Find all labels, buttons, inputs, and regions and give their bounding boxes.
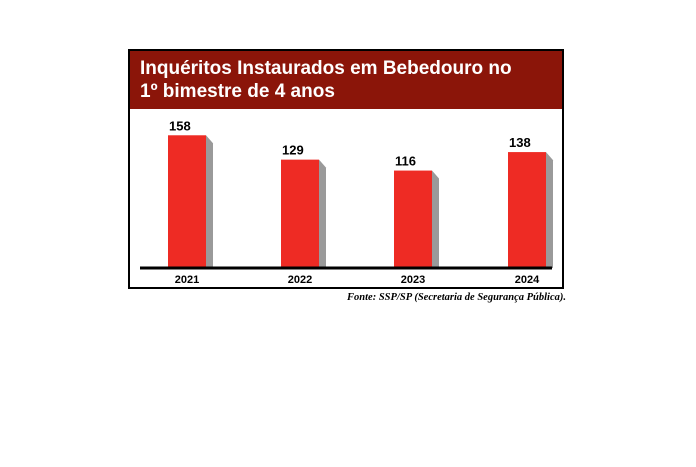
bar-shadow [206,135,213,268]
x-tick-label: 2024 [515,274,540,286]
x-tick-label: 2022 [288,274,312,286]
bar [394,170,432,268]
chart-title-bar: Inquéritos Instaurados em Bebedouro no 1… [130,51,562,109]
bar-shadow [546,152,553,268]
chart-frame: Inquéritos Instaurados em Bebedouro no 1… [128,49,564,289]
x-tick-label: 2021 [175,274,199,286]
bar [508,152,546,268]
bar [281,159,319,268]
data-label: 138 [509,135,531,150]
bar-shadow [432,170,439,268]
x-tick-label: 2023 [401,274,425,286]
data-label: 158 [169,118,191,133]
bar [168,135,206,268]
bar-shadow [319,159,326,268]
source-note: Fonte: SSP/SP (Secretaria de Segurança P… [347,292,566,303]
chart-title-line-2: 1º bimestre de 4 anos [140,81,335,102]
data-label: 129 [282,143,304,158]
bar-chart: 158 2021 129 2022 116 2023 138 2024 [140,118,553,286]
chart-title-line-1: Inquéritos Instaurados em Bebedouro no [140,58,512,79]
data-label: 116 [395,154,416,169]
